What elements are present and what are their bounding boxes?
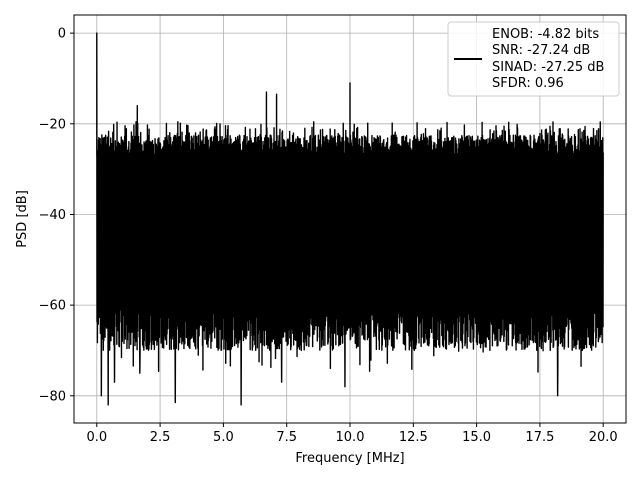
x-tick-label: 20.0 [589, 430, 618, 445]
y-tick-label: 0 [58, 27, 66, 42]
x-tick-label: 17.5 [525, 430, 554, 445]
y-tick-label: −60 [39, 299, 66, 314]
x-tick-label: 7.5 [276, 430, 297, 445]
x-tick-label: 15.0 [462, 430, 491, 445]
legend-entry-sinad: SINAD: -27.25 dB [492, 60, 604, 75]
legend: ENOB: -4.82 bits SNR: -27.24 dB SINAD: -… [447, 21, 620, 97]
x-axis-label: Frequency [MHz] [295, 451, 404, 466]
y-axis-label: PSD [dB] [15, 190, 30, 248]
x-axis-ticks: 0.0 2.5 5.0 7.5 10.0 12.5 15.0 17.5 20.0 [86, 423, 618, 445]
x-tick-label: 0.0 [86, 430, 107, 445]
legend-entry-sfdr: SFDR: 0.96 [492, 76, 564, 91]
x-tick-label: 2.5 [150, 430, 171, 445]
legend-entry-enob: ENOB: -4.82 bits [492, 27, 599, 42]
plot-area [96, 32, 604, 406]
psd-series-line [96, 32, 604, 406]
x-tick-label: 12.5 [399, 430, 428, 445]
y-axis-ticks: 0 −20 −40 −60 −80 [39, 27, 74, 404]
x-tick-label: 5.0 [213, 430, 234, 445]
legend-entry-snr: SNR: -27.24 dB [492, 43, 590, 58]
y-tick-label: −20 [39, 117, 66, 132]
x-tick-label: 10.0 [336, 430, 365, 445]
y-tick-label: −40 [39, 208, 66, 223]
y-tick-label: −80 [39, 389, 66, 404]
legend-box [447, 21, 620, 97]
